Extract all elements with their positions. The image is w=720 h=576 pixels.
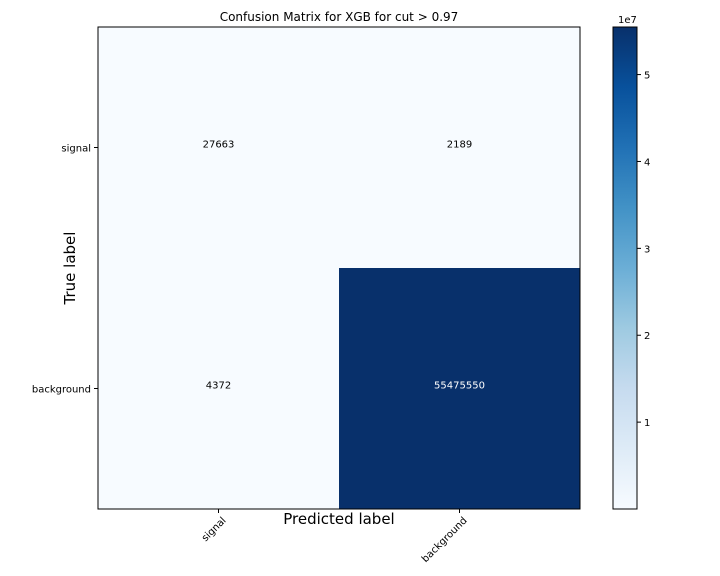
colorbar-tick-label: 2: [644, 331, 650, 342]
matrix-cell: [98, 27, 339, 268]
cell-value-label: 4372: [206, 381, 231, 392]
y-ticks: signal background: [32, 144, 98, 396]
x-tick-label: signal: [200, 515, 229, 544]
colorbar-tick-label: 5: [644, 71, 650, 82]
y-tick-label: background: [32, 385, 91, 396]
colorbar-tick-label: 3: [644, 244, 650, 255]
y-tick-label: signal: [61, 144, 91, 155]
x-tick-label: background: [420, 515, 470, 565]
x-axis-label: Predicted label: [283, 510, 394, 528]
colorbar: [612, 26, 638, 510]
colorbar-tick-label: 1: [644, 418, 650, 429]
cell-value-label: 55475550: [434, 381, 485, 392]
matrix-cell: [339, 27, 580, 268]
colorbar-ticks: 1 2 3 4 5: [637, 71, 650, 429]
matrix-cell: [339, 268, 580, 509]
colorbar-scale-label: 1e7: [618, 15, 637, 26]
matrix-cells: 27663 2189 4372 55475550: [98, 27, 580, 509]
matrix-cell: [98, 268, 339, 509]
colorbar-tick-label: 4: [644, 157, 650, 168]
y-axis-label: True label: [61, 232, 79, 306]
chart-title: Confusion Matrix for XGB for cut > 0.97: [220, 10, 459, 24]
cell-value-label: 27663: [203, 140, 235, 151]
cell-value-label: 2189: [447, 140, 472, 151]
matrix-frame: [97, 26, 581, 510]
